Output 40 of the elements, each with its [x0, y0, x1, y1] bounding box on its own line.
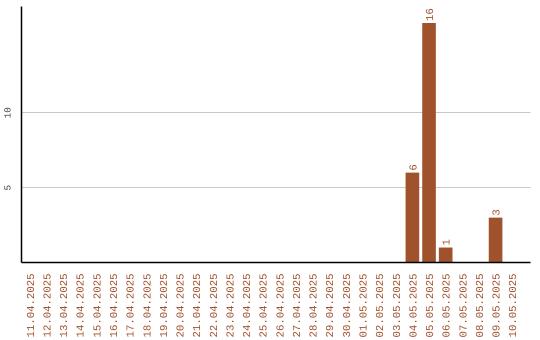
y-tick-label: 10 — [2, 106, 14, 118]
x-tick-label: 03.05.2025 — [392, 273, 404, 338]
x-tick-label: 13.04.2025 — [59, 273, 72, 338]
x-tick-label: 09.05.2025 — [492, 273, 504, 338]
x-tick-label: 07.05.2025 — [458, 273, 470, 338]
x-tick-label: 05.05.2025 — [425, 273, 438, 338]
data-label: 16 — [425, 8, 438, 21]
x-tick-label: 26.04.2025 — [275, 273, 288, 338]
bar — [488, 218, 502, 262]
x-tick-label: 04.05.2025 — [408, 273, 420, 338]
bar — [438, 248, 452, 262]
x-tick-label: 12.04.2025 — [42, 273, 54, 338]
x-tick-label: 15.04.2025 — [92, 273, 104, 338]
x-tick-label: 22.04.2025 — [208, 273, 221, 338]
x-tick-label: 17.04.2025 — [126, 273, 138, 338]
x-tick-label: 06.05.2025 — [442, 273, 454, 338]
data-label: 1 — [442, 239, 454, 246]
x-tick-label: 16.04.2025 — [108, 273, 121, 338]
x-tick-label: 10.05.2025 — [508, 273, 520, 338]
x-tick-label: 02.05.2025 — [375, 273, 388, 338]
bar — [422, 22, 436, 262]
x-tick-label: 24.04.2025 — [242, 273, 254, 338]
x-tick-label: 18.04.2025 — [142, 273, 154, 338]
bar — [406, 172, 420, 262]
x-tick-label: 23.04.2025 — [225, 273, 238, 338]
x-tick-label: 28.04.2025 — [308, 273, 321, 338]
x-tick-label: 11.04.2025 — [26, 273, 38, 338]
x-tick-label: 21.04.2025 — [192, 273, 204, 338]
x-tick-label: 14.04.2025 — [76, 273, 88, 338]
data-label: 3 — [492, 209, 504, 216]
x-tick-label: 30.04.2025 — [342, 273, 354, 338]
y-tick-label: 5 — [2, 184, 14, 190]
x-tick-label: 25.04.2025 — [258, 273, 271, 338]
x-tick-label: 29.04.2025 — [325, 273, 338, 338]
x-tick-label: 27.04.2025 — [292, 273, 304, 338]
data-label: 6 — [408, 164, 420, 171]
x-tick-label: 19.04.2025 — [158, 273, 171, 338]
x-tick-label: 08.05.2025 — [474, 273, 487, 338]
x-tick-label: 01.05.2025 — [358, 273, 370, 338]
x-tick-label: 20.04.2025 — [176, 273, 188, 338]
